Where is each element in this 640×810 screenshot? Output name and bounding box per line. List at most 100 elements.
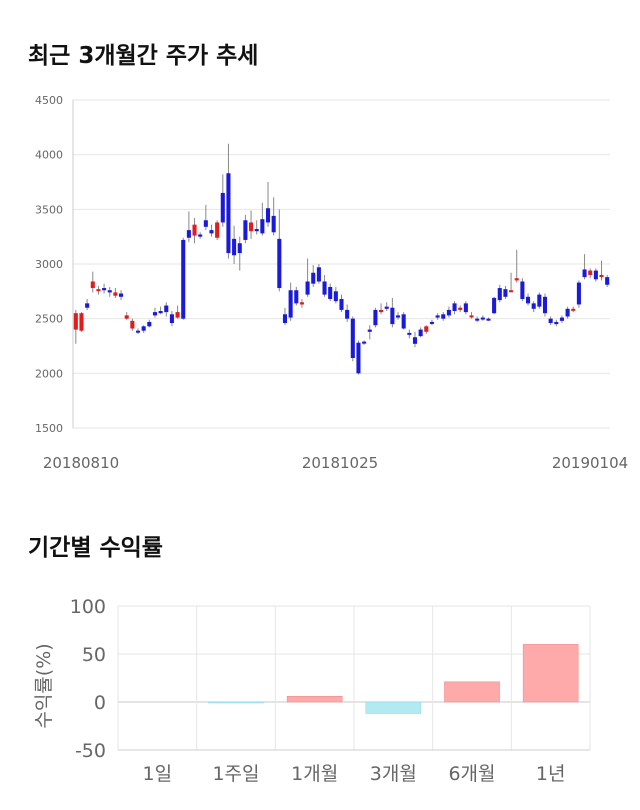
candle-body bbox=[152, 312, 157, 316]
category-label: 1일 bbox=[143, 763, 173, 785]
candle-body bbox=[181, 239, 186, 319]
candle-body bbox=[282, 314, 288, 324]
candle-body bbox=[424, 326, 429, 332]
candle-body bbox=[548, 318, 553, 324]
y-tick-label: -50 bbox=[75, 740, 106, 762]
candle-body bbox=[486, 318, 491, 321]
candle-body bbox=[582, 269, 587, 278]
y-tick-label: 100 bbox=[70, 596, 106, 618]
candle-body bbox=[299, 302, 304, 305]
y-tick-label: 4000 bbox=[35, 149, 63, 162]
candle-body bbox=[130, 320, 135, 329]
candle-body bbox=[328, 286, 333, 299]
candle-body bbox=[531, 303, 536, 309]
candle-body bbox=[401, 314, 406, 329]
candle-body bbox=[277, 238, 282, 289]
candle-body bbox=[537, 294, 542, 307]
category-label: 1개월 bbox=[291, 763, 338, 785]
y-tick-label: 3500 bbox=[35, 203, 63, 216]
candle-body bbox=[164, 305, 169, 313]
category-label: 1주일 bbox=[212, 763, 259, 785]
candle-body bbox=[90, 281, 95, 289]
candle-body bbox=[288, 290, 293, 318]
candle-body bbox=[492, 297, 497, 314]
stock-trend-title: 최근 3개월간 주가 추세 bbox=[28, 43, 259, 69]
candle-body bbox=[452, 303, 457, 312]
candle-body bbox=[565, 308, 570, 317]
candle-body bbox=[605, 277, 610, 285]
candle-body bbox=[79, 313, 84, 331]
candle-body bbox=[237, 243, 242, 254]
candle-body bbox=[316, 267, 321, 282]
candle-body bbox=[107, 290, 112, 293]
candle-body bbox=[311, 272, 316, 284]
candle-body bbox=[186, 230, 191, 238]
candle-body bbox=[333, 291, 338, 302]
candle-body bbox=[198, 234, 203, 237]
y-tick-label: 3000 bbox=[35, 258, 63, 271]
return-bar bbox=[286, 695, 343, 703]
category-label: 3개월 bbox=[370, 763, 417, 785]
candle-body bbox=[85, 303, 90, 308]
candle-body bbox=[339, 298, 344, 310]
candle-body bbox=[305, 281, 310, 295]
y-tick-label: 4500 bbox=[35, 94, 63, 107]
candle-body bbox=[254, 229, 259, 232]
candle-body bbox=[169, 314, 174, 324]
candle-body bbox=[209, 230, 214, 234]
y-tick-label: 2500 bbox=[35, 313, 63, 326]
candle-body bbox=[441, 314, 446, 319]
candle-body bbox=[520, 281, 525, 299]
candle-body bbox=[503, 289, 508, 297]
candle-body bbox=[356, 342, 361, 374]
candle-body bbox=[203, 220, 208, 227]
candle-body bbox=[559, 317, 564, 321]
candle-body bbox=[135, 330, 141, 333]
candle-body bbox=[390, 307, 395, 325]
category-label: 6개월 bbox=[448, 763, 495, 785]
candle-body bbox=[73, 313, 78, 330]
candle-body bbox=[429, 321, 434, 324]
y-tick-label: 2000 bbox=[35, 367, 63, 380]
y-tick-label: 50 bbox=[82, 644, 106, 666]
return-bar bbox=[444, 681, 500, 703]
candle-body bbox=[418, 329, 423, 337]
candle-body bbox=[412, 337, 418, 344]
candle-body bbox=[435, 315, 440, 318]
candle-body bbox=[124, 315, 129, 319]
candle-body bbox=[542, 296, 548, 314]
candle-body bbox=[350, 318, 355, 359]
candle-body bbox=[192, 224, 197, 236]
x-tick-label: 20181025 bbox=[302, 454, 378, 472]
candle-body bbox=[220, 192, 225, 223]
candle-body bbox=[175, 312, 180, 318]
return-bar bbox=[365, 701, 422, 714]
return-bar bbox=[522, 644, 579, 703]
candle-body bbox=[407, 332, 412, 335]
x-tick-label: 20180810 bbox=[43, 454, 119, 472]
candle-body bbox=[96, 289, 101, 292]
candle-body bbox=[232, 238, 237, 256]
candle-body bbox=[599, 274, 604, 278]
candle-body bbox=[576, 282, 581, 305]
candle-body bbox=[497, 288, 502, 301]
candle-body bbox=[265, 208, 271, 223]
candle-body bbox=[119, 293, 124, 297]
candle-body bbox=[458, 307, 463, 310]
candle-body bbox=[147, 321, 152, 327]
candle-body bbox=[249, 222, 254, 232]
candle-body bbox=[345, 309, 350, 319]
candle-body bbox=[158, 311, 163, 314]
candle-body bbox=[384, 306, 389, 309]
candle-body bbox=[593, 270, 598, 280]
candle-body bbox=[260, 219, 265, 234]
candle-body bbox=[141, 326, 146, 331]
candle-body bbox=[463, 303, 468, 313]
y-axis-label: 수익률(%) bbox=[33, 643, 55, 728]
candle-body bbox=[243, 220, 248, 240]
candle-body bbox=[571, 308, 576, 311]
x-tick-label: 20190104 bbox=[552, 454, 628, 472]
candlestick-chart: 4500 4000 3500 3000 2500 2000 1500 20180810 2018… bbox=[35, 94, 628, 472]
candle-body bbox=[480, 317, 485, 320]
